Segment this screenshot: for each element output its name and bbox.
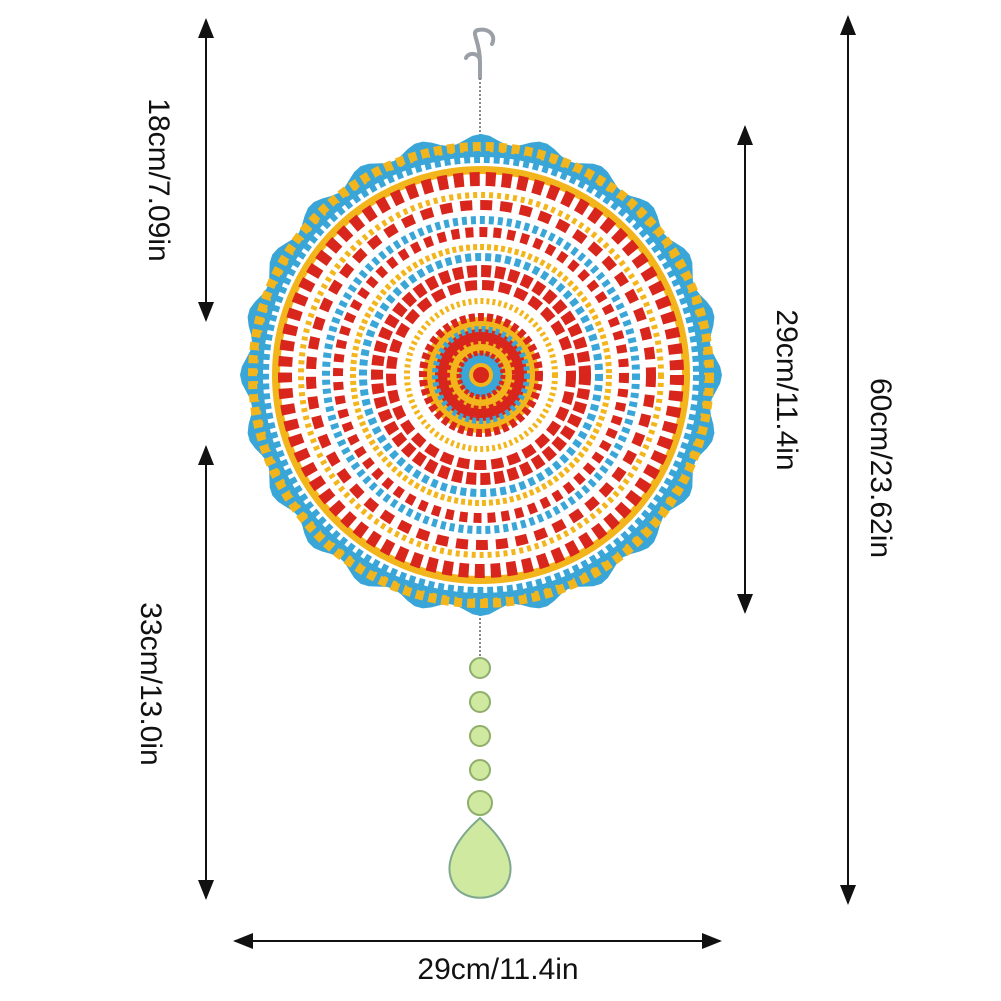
disc-height-label: 29cm/11.4in	[770, 309, 803, 471]
mandala-ring	[272, 166, 690, 584]
mandala-ring	[350, 244, 612, 506]
disc-width-label: 29cm/11.4in	[417, 953, 579, 986]
mandala-ring	[248, 142, 714, 608]
top-length-label: 18cm/7.09in	[142, 98, 175, 262]
mandala-disc	[240, 134, 722, 616]
teardrop-crystal	[448, 816, 512, 899]
mandala-ring	[298, 192, 664, 558]
mandala-ring	[322, 216, 640, 534]
hook	[464, 27, 496, 80]
crystal-bead	[469, 725, 491, 747]
mandala-ring	[371, 265, 591, 485]
crystal-bead	[469, 691, 491, 713]
mandala-ring	[469, 363, 493, 387]
crystal-bead	[469, 759, 491, 781]
crystal-bead	[467, 790, 493, 816]
crystal-bead	[469, 657, 491, 679]
bottom-length-label: 33cm/13.0in	[134, 602, 167, 766]
mandala-ring	[404, 298, 558, 452]
crystal-pendant	[448, 657, 512, 899]
total-length-label: 60cm/23.62in	[864, 377, 897, 559]
